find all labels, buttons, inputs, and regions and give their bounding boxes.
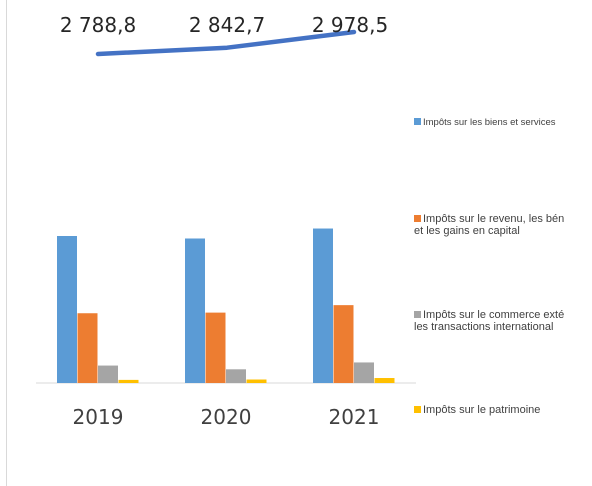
legend-label-revenu: Impôts sur le revenu, les bén et les gai…	[414, 213, 565, 237]
bar-2020-series-1[interactable]	[205, 312, 226, 383]
bar-2021-series-0[interactable]	[313, 228, 333, 383]
legend-item-commerce[interactable]: Impôts sur le commerce exté les transact…	[414, 309, 592, 333]
total-label-2020: 2 842,7	[189, 13, 265, 37]
bar-2019-series-1[interactable]	[77, 313, 98, 383]
legend-item-biens-services[interactable]: Impôts sur les biens et services	[414, 117, 592, 128]
legend-label-biens-services: Impôts sur les biens et services	[423, 117, 556, 128]
legend-swatch-revenu	[414, 215, 421, 222]
chart-frame	[6, 0, 592, 486]
x-tick-label-2020: 2020	[201, 405, 252, 429]
legend-label-patrimoine: Impôts sur le patrimoine	[423, 404, 541, 416]
x-tick-label-2019: 2019	[73, 405, 124, 429]
legend-item-revenu[interactable]: Impôts sur le revenu, les bén et les gai…	[414, 213, 592, 237]
bar-2021-series-1[interactable]	[333, 305, 354, 383]
legend-item-patrimoine[interactable]: Impôts sur le patrimoine	[414, 404, 592, 416]
x-tick-label-2021: 2021	[329, 405, 380, 429]
bar-2020-series-3[interactable]	[246, 379, 267, 383]
x-tick-labels-group: 2019 2020 2021	[73, 405, 380, 429]
total-label-2021: 2 978,5	[312, 13, 388, 37]
bar-2019-series-2[interactable]	[98, 365, 118, 383]
total-label-2019: 2 788,8	[60, 13, 136, 37]
bar-2020-series-0[interactable]	[185, 238, 205, 383]
bar-2020-series-2[interactable]	[226, 369, 246, 383]
bar-2021-series-2[interactable]	[354, 362, 374, 383]
legend-swatch-biens-services	[414, 118, 421, 125]
legend-swatch-commerce	[414, 311, 421, 318]
legend-swatch-patrimoine	[414, 406, 421, 413]
total-trend-line	[95, 29, 357, 57]
bars-group	[57, 228, 395, 383]
total-labels-group: 2 788,8 2 842,7 2 978,5	[60, 13, 388, 37]
bar-2021-series-3[interactable]	[374, 378, 395, 383]
bar-2019-series-0[interactable]	[57, 236, 77, 383]
bar-2019-series-3[interactable]	[118, 379, 139, 383]
legend-label-commerce: Impôts sur le commerce exté les transact…	[414, 309, 565, 333]
